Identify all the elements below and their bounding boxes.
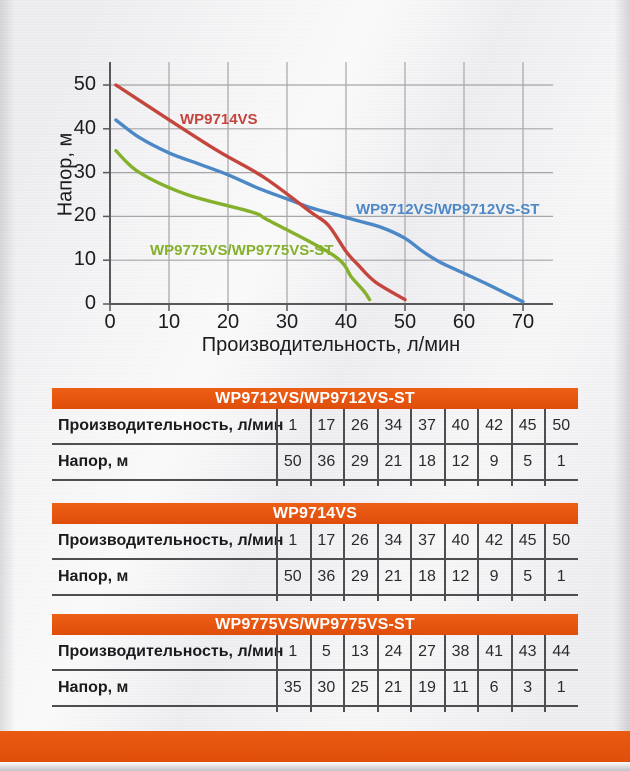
x-tick-label: 40 — [334, 311, 358, 333]
row-label: Производительность, л/мин — [58, 643, 284, 660]
table-cell: 27 — [418, 643, 436, 660]
y-tick-label: 0 — [84, 292, 96, 314]
table-cell: 34 — [384, 417, 403, 434]
y-tick-label: 50 — [73, 73, 96, 95]
table-title: WP9714VS — [52, 503, 578, 524]
y-axis-title: Напор, м — [54, 132, 77, 217]
x-tick-label: 0 — [104, 311, 116, 333]
table-cell: 13 — [350, 643, 369, 660]
table-row-head: Напор, м 50 36 29 21 18 12 9 5 1 — [52, 560, 578, 596]
table-row-flow: Производительность, л/мин 1 5 13 24 27 3… — [52, 635, 578, 671]
x-tick-label: 60 — [452, 311, 476, 333]
table-title: WP9712VS/WP9712VS-ST — [52, 388, 578, 409]
y-tick-label: 10 — [73, 248, 96, 270]
table-cell: 37 — [418, 532, 436, 549]
curve-label-wp9712vs: WP9712VS/WP9712VS-ST — [356, 201, 540, 218]
table-cell: 43 — [518, 643, 537, 660]
table-cell: 9 — [489, 568, 499, 585]
table-cell: 17 — [317, 417, 336, 434]
table-row-head: Напор, м 50 36 29 21 18 12 9 5 1 — [52, 445, 578, 481]
chart-grid — [103, 62, 553, 311]
row-label: Напор, м — [58, 453, 129, 470]
y-tick-label: 40 — [73, 117, 96, 139]
table-cell: 21 — [384, 568, 403, 585]
table-cell: 42 — [485, 417, 503, 434]
table-cell: 30 — [317, 679, 336, 696]
table-cell: 36 — [317, 568, 336, 585]
row-label: Напор, м — [58, 679, 129, 696]
curve-wp9712vs — [114, 118, 525, 304]
x-tick-label: 50 — [393, 311, 417, 333]
table-row-flow: Производительность, л/мин 1 17 26 34 37 … — [52, 524, 578, 560]
table-row-head: Напор, м 35 30 25 21 19 11 6 3 1 — [52, 671, 578, 707]
table-row-flow: Производительность, л/мин 1 17 26 34 37 … — [52, 409, 578, 445]
table-cell: 34 — [384, 532, 403, 549]
table-cell: 12 — [451, 453, 470, 470]
table-cell: 29 — [350, 453, 369, 470]
table-cell: 21 — [384, 453, 403, 470]
table-cell: 37 — [418, 417, 436, 434]
pump-table-wp9775vs: WP9775VS/WP9775VS-ST Производительность,… — [52, 614, 578, 712]
x-axis-title: Производительность, л/мин — [201, 334, 461, 356]
table-cell: 50 — [283, 453, 302, 470]
table-title: WP9775VS/WP9775VS-ST — [52, 614, 578, 635]
table-cell: 5 — [523, 453, 533, 470]
x-tick-label: 30 — [275, 311, 299, 333]
pump-table-wp9714vs: WP9714VS Производительность, л/мин 1 17 … — [52, 503, 578, 601]
table-cell: 1 — [288, 532, 298, 549]
row-label: Напор, м — [58, 568, 129, 585]
table-cell: 42 — [485, 532, 503, 549]
table-cell: 1 — [556, 568, 566, 585]
y-tick-label: 20 — [73, 204, 96, 226]
table-cell: 21 — [384, 679, 403, 696]
x-tick-label: 10 — [157, 311, 181, 333]
table-cell: 9 — [489, 453, 499, 470]
table-cell: 35 — [283, 679, 302, 696]
table-cell: 5 — [523, 568, 533, 585]
table-cell: 24 — [384, 643, 403, 660]
table-cell: 40 — [451, 417, 470, 434]
x-tick-label: 20 — [216, 311, 240, 333]
table-cell: 26 — [350, 532, 369, 549]
table-cell: 29 — [350, 568, 369, 585]
table-cell: 50 — [283, 568, 302, 585]
table-cell: 44 — [552, 643, 571, 660]
table-cell: 1 — [288, 643, 298, 660]
curve-wp9714vs — [114, 83, 407, 302]
table-cell: 12 — [451, 568, 470, 585]
curve-wp9775vs — [114, 149, 372, 302]
footer-metal-strip — [0, 762, 630, 771]
table-cell: 45 — [518, 417, 537, 434]
table-cell: 18 — [418, 453, 436, 470]
table-cell: 45 — [518, 532, 537, 549]
table-cell: 1 — [556, 679, 566, 696]
table-cell: 18 — [418, 568, 436, 585]
table-cell: 19 — [418, 679, 436, 696]
table-cell: 1 — [556, 453, 566, 470]
curve-label-wp9714vs: WP9714VS — [180, 111, 258, 128]
table-cell: 40 — [451, 532, 470, 549]
table-cell: 3 — [523, 679, 533, 696]
table-cell: 5 — [321, 643, 331, 660]
table-cell: 17 — [317, 532, 336, 549]
table-cell: 1 — [288, 417, 298, 434]
y-tick-label: 30 — [73, 161, 96, 183]
table-cell: 6 — [489, 679, 499, 696]
row-label: Производительность, л/мин — [58, 417, 284, 434]
x-tick-label: 70 — [511, 311, 535, 333]
footer-accent-bar — [0, 731, 630, 762]
table-cell: 36 — [317, 453, 336, 470]
table-cell: 25 — [350, 679, 369, 696]
table-cell: 11 — [452, 679, 469, 696]
table-cell: 50 — [552, 417, 571, 434]
curve-label-wp9775vs: WP9775VS/WP9775VS-ST — [150, 242, 334, 259]
chart-canvas — [103, 62, 553, 311]
row-label: Производительность, л/мин — [58, 532, 284, 549]
pump-table-wp9712vs: WP9712VS/WP9712VS-ST Производительность,… — [52, 388, 578, 486]
table-cell: 50 — [552, 532, 571, 549]
table-cell: 26 — [350, 417, 369, 434]
table-cell: 41 — [485, 643, 503, 660]
table-cell: 38 — [451, 643, 470, 660]
